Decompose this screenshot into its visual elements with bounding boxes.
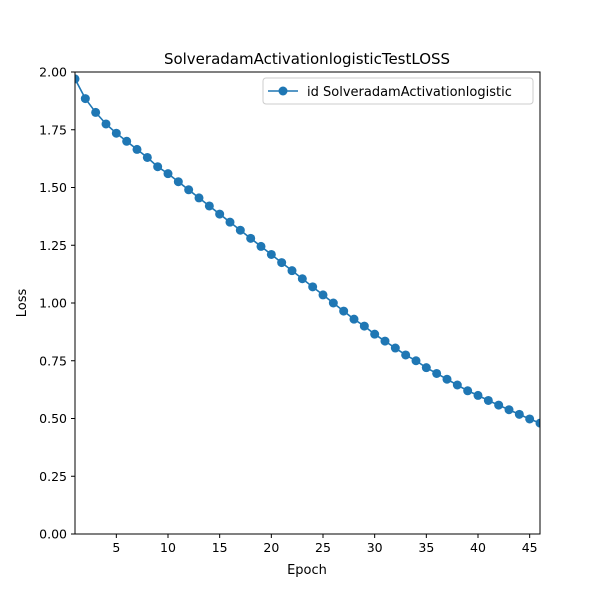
x-tick-label: 10 (160, 540, 176, 555)
y-tick-label: 0.50 (39, 411, 67, 426)
data-point (525, 414, 535, 424)
data-point (173, 177, 183, 187)
data-point (359, 321, 369, 331)
legend-marker-swatch (278, 86, 288, 96)
data-point (153, 162, 163, 172)
data-point (401, 350, 411, 360)
data-point (504, 405, 514, 415)
x-tick-label: 20 (263, 540, 279, 555)
y-tick-label: 1.75 (39, 122, 67, 137)
data-point (246, 233, 256, 243)
data-point (75, 74, 80, 84)
chart-title: SolveradamActivationlogisticTestLOSS (164, 50, 450, 68)
data-point (287, 266, 297, 276)
x-tick-label: 45 (522, 540, 538, 555)
x-tick-label: 5 (112, 540, 120, 555)
y-tick-label: 1.50 (39, 180, 67, 195)
data-point (535, 418, 540, 428)
data-point (122, 136, 132, 146)
legend: id SolveradamActivationlogistic (262, 77, 534, 105)
x-tick-label: 35 (418, 540, 434, 555)
data-point (328, 298, 338, 308)
data-point (494, 400, 504, 410)
data-point (163, 169, 173, 179)
x-axis-label: Epoch (287, 563, 327, 578)
data-point (215, 209, 225, 219)
series-group (75, 74, 540, 428)
y-tick-label: 2.00 (39, 65, 67, 80)
data-point (411, 356, 421, 366)
data-point (204, 201, 214, 211)
data-point (432, 368, 442, 378)
data-point (266, 249, 276, 259)
data-point (297, 274, 307, 284)
data-point (111, 128, 121, 138)
y-tick-label: 1.00 (39, 296, 67, 311)
data-point (318, 290, 328, 300)
legend-label: id SolveradamActivationlogistic (307, 85, 512, 100)
y-tick-label: 1.25 (39, 238, 67, 253)
data-point (91, 107, 101, 117)
data-point (308, 282, 318, 292)
x-tick-label: 15 (212, 540, 228, 555)
data-point (514, 409, 524, 419)
data-point (142, 152, 152, 162)
data-point (442, 374, 452, 384)
data-point (483, 395, 493, 405)
data-point (390, 343, 400, 353)
data-point (339, 306, 349, 316)
y-tick-label: 0.75 (39, 353, 67, 368)
x-tick-label: 30 (367, 540, 383, 555)
data-point (225, 217, 235, 227)
data-point (463, 386, 473, 396)
data-point (80, 94, 90, 104)
data-point (452, 380, 462, 390)
data-point (256, 241, 266, 251)
x-tick-label: 25 (315, 540, 331, 555)
data-point (370, 329, 380, 339)
data-point (235, 225, 245, 235)
data-point (277, 258, 287, 268)
y-tick-label: 0.00 (39, 527, 67, 542)
legend-box (262, 77, 534, 105)
data-point (101, 119, 111, 129)
data-point (194, 193, 204, 203)
series-line (75, 78, 540, 424)
data-point (421, 363, 431, 373)
y-tick-label: 0.25 (39, 469, 67, 484)
data-point (473, 390, 483, 400)
y-axis-label: Loss (15, 289, 30, 318)
data-point (132, 144, 142, 154)
axes-frame (74, 71, 541, 535)
data-point (380, 336, 390, 346)
data-point (349, 314, 359, 324)
x-tick-label: 40 (470, 540, 486, 555)
data-point (184, 185, 194, 195)
